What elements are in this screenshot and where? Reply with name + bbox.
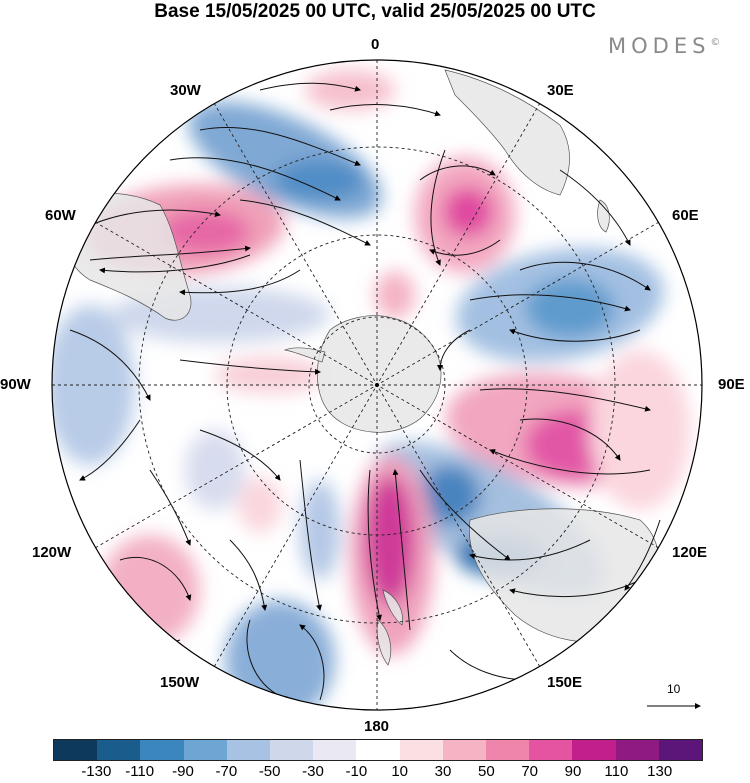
anomaly-pos-120w [100,535,200,645]
colorbar-cell [356,740,400,760]
colorbar-cell [183,740,227,760]
lon-label-90w: 90W [0,376,31,393]
colorbar-cell [140,740,184,760]
lon-label-90e: 90E [718,376,745,393]
colorbar-tick-label: 30 [434,763,452,780]
colorbar-cell [529,740,573,760]
colorbar-cell [486,740,530,760]
anomaly-neg-150w [225,600,335,710]
colorbar-tick-label: -10 [345,763,368,780]
lon-label-60e: 60E [672,207,699,224]
colorbar-cell [270,740,314,760]
colorbar-cell [54,740,98,760]
colorbar-tick-label: -130 [81,763,112,780]
colorbar-tick-label: -110 [125,763,155,780]
colorbar-cell [442,740,487,760]
vector-scale-label: 10 [667,682,681,696]
lon-label-120e: 120E [672,544,708,561]
map-title: Base 15/05/2025 00 UTC, valid 25/05/2025… [154,1,596,22]
africa [444,69,570,196]
colorbar-tick-label: 10 [391,763,408,780]
map-border [51,59,703,711]
south-pole-marker [375,383,379,387]
lon-label-60w: 60W [45,207,76,224]
lon-label-30e: 30E [547,82,574,99]
madagascar [597,199,610,233]
lon-label-30w: 30W [170,82,201,99]
lon-label-0: 0 [371,36,380,53]
colorbar-tick-label: 50 [477,763,495,780]
lon-label-150e: 150E [547,674,583,691]
colorbar-cell [226,740,271,760]
colorbar-tick-label: 130 [647,763,673,780]
colorbar-cell [615,740,659,760]
new-zealand-north [382,589,403,626]
vector-scale: 10 [645,682,705,712]
antarctica [317,315,442,433]
colorbar [53,739,703,761]
colorbar-tick-label: -30 [302,763,324,780]
colorbar-tick-label: -70 [215,763,238,780]
colorbar-tick-label: -90 [172,763,194,780]
colorbar-cell [399,740,443,760]
colorbar-tick-label: 110 [604,763,629,780]
antarctic-peninsula [283,347,326,363]
lon-label-150w: 150W [160,674,200,691]
colorbar-cell [313,740,357,760]
colorbar-tick-label: -50 [258,763,281,780]
colorbar-cell [658,740,703,760]
colorbar-tick-label: 90 [564,763,582,780]
lon-label-180: 180 [364,718,390,735]
colorbar-tick-label: 70 [521,763,538,780]
new-zealand-south [376,619,392,666]
colorbar-cell [572,740,616,760]
colorbar-cell [97,740,141,760]
lon-label-120w: 120W [32,544,72,561]
brand-logo: MODES© [608,34,726,58]
